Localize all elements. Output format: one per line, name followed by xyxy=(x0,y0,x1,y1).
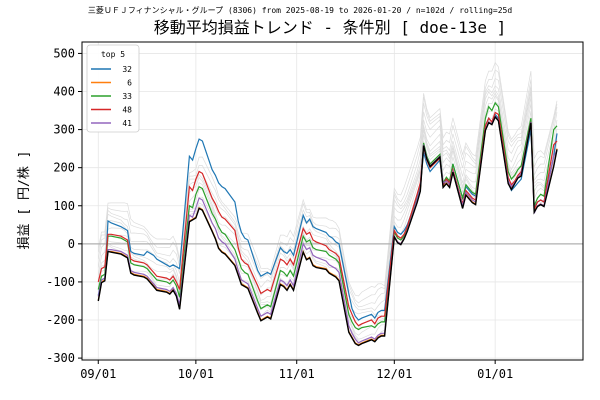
base-series-line xyxy=(97,115,558,347)
background-series-line xyxy=(97,85,558,312)
x-tick-label: 12/01 xyxy=(376,367,412,381)
background-series-line xyxy=(97,92,558,322)
legend-label-33: 33 xyxy=(122,92,132,101)
y-tick-label: 500 xyxy=(53,46,75,60)
plot-area: -300 -200 -100 0 100 200 300 400 500 09/01 10/01 1… xyxy=(46,41,584,381)
y-tick-label: 400 xyxy=(53,85,75,99)
legend-box xyxy=(86,44,140,133)
y-axis-ticks: -300 -200 -100 0 100 200 300 400 500 xyxy=(46,46,82,365)
x-tick-label: 01/01 xyxy=(477,367,513,381)
background-series-line xyxy=(97,100,558,336)
y-tick-label: 100 xyxy=(53,199,75,213)
grid-lines xyxy=(82,42,583,360)
chart-title: 移動平均損益トレンド - 条件別 [ doe-13e ] xyxy=(154,18,507,37)
background-series-line xyxy=(97,61,558,297)
y-tick-label: 200 xyxy=(53,161,75,175)
background-series-line xyxy=(97,108,558,340)
legend-label-6: 6 xyxy=(127,79,132,88)
legend-label-48: 48 xyxy=(122,106,132,115)
y-tick-label: 300 xyxy=(53,123,75,137)
plot-frame xyxy=(81,41,584,361)
background-series xyxy=(97,61,558,342)
legend-label-41: 41 xyxy=(122,119,132,128)
series-line-6 xyxy=(97,115,558,346)
x-tick-label: 11/01 xyxy=(279,367,315,381)
y-tick-label: -200 xyxy=(46,313,75,327)
series-lines xyxy=(97,101,558,347)
x-axis-ticks: 09/01 10/01 11/01 12/01 01/01 xyxy=(80,360,513,381)
legend-label-32: 32 xyxy=(122,65,132,74)
y-tick-label: -300 xyxy=(46,351,75,365)
legend: top 5 32 6 33 48 41 xyxy=(86,44,140,133)
x-tick-label: 10/01 xyxy=(178,367,214,381)
chart-subtitle: 三菱ＵＦＪフィナンシャル・グループ (8306) from 2025-08-19… xyxy=(88,5,513,15)
legend-items: 32 6 33 48 41 xyxy=(91,65,132,128)
y-tick-label: -100 xyxy=(46,275,75,289)
series-line-33 xyxy=(97,101,558,331)
background-series-line xyxy=(97,69,558,304)
x-tick-label: 09/01 xyxy=(80,367,116,381)
y-axis-label: 損益 [ 円/株 ] xyxy=(17,151,32,250)
y-tick-label: 0 xyxy=(68,237,75,251)
series-line-41 xyxy=(97,115,558,344)
legend-title: top 5 xyxy=(101,50,125,59)
background-series-line xyxy=(97,115,558,342)
background-series-line xyxy=(97,95,558,329)
